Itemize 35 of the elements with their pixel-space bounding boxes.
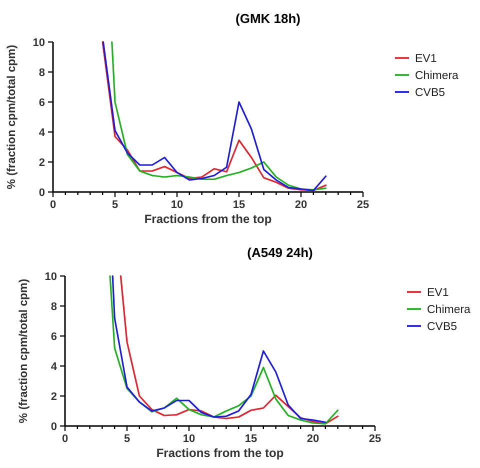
legend-label: CVB5 (427, 321, 458, 333)
chart-title: (A549 24h) (247, 245, 313, 260)
legend-label: CVB5 (415, 87, 446, 99)
y-tick-label: 6 (38, 97, 45, 109)
legend-label: Chimera (415, 70, 460, 82)
y-tick-label: 8 (38, 67, 45, 79)
x-tick-label: 10 (170, 199, 184, 211)
x-tick-label: 15 (244, 433, 258, 445)
legend-label: EV1 (427, 287, 449, 299)
legend-label: EV1 (415, 53, 437, 65)
y-tick-label: 2 (38, 157, 45, 169)
x-tick-label: 20 (294, 199, 308, 211)
x-tick-label: 5 (112, 199, 118, 211)
y-tick-label: 0 (38, 187, 45, 199)
x-tick-label: 20 (306, 433, 320, 445)
y-tick-label: 6 (50, 331, 57, 343)
y-tick-label: 10 (32, 37, 45, 49)
y-tick-label: 4 (50, 361, 58, 373)
x-tick-label: 0 (62, 433, 68, 445)
x-axis-title: Fractions from the top (156, 446, 284, 460)
chart-title: (GMK 18h) (236, 11, 300, 26)
x-tick-label: 5 (124, 433, 130, 445)
x-tick-label: 25 (356, 199, 370, 211)
y-tick-label: 8 (50, 301, 57, 313)
x-tick-label: 15 (232, 199, 246, 211)
x-axis-title: Fractions from the top (144, 212, 272, 226)
y-tick-label: 2 (50, 391, 57, 403)
x-tick-label: 25 (368, 433, 382, 445)
y-axis-title: % (fraction cpm/total cpm) (18, 278, 30, 424)
x-tick-label: 10 (182, 433, 196, 445)
y-axis-title: % (fraction cpm/total cpm) (6, 44, 18, 190)
y-tick-label: 0 (50, 421, 57, 433)
y-tick-label: 10 (44, 271, 57, 283)
y-tick-label: 4 (38, 127, 46, 139)
legend-label: Chimera (427, 304, 472, 316)
